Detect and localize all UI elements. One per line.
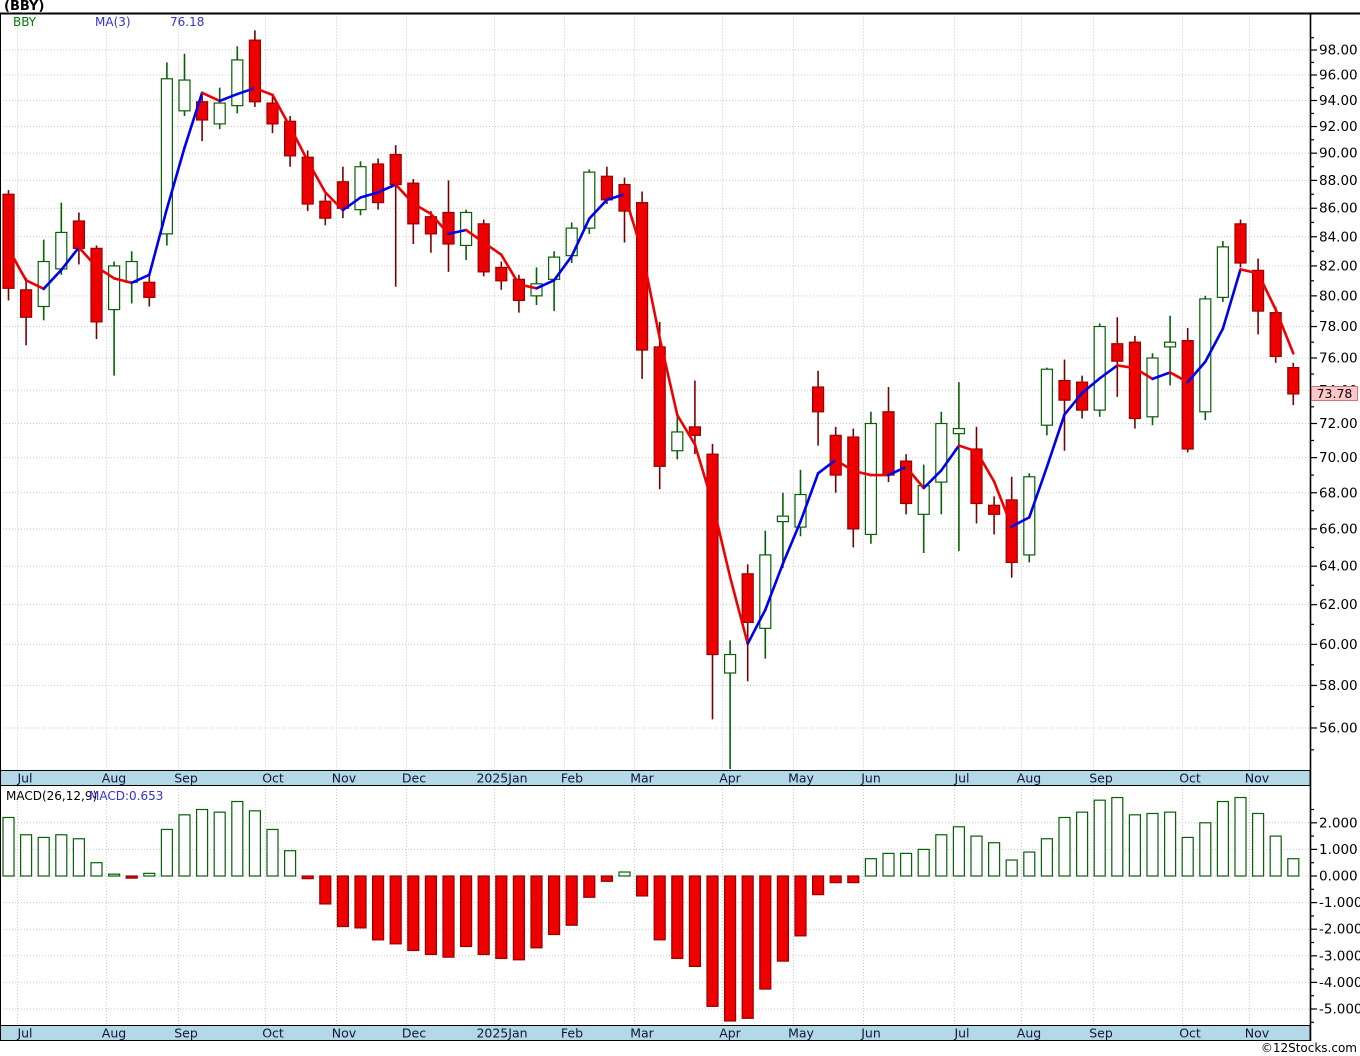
svg-text:94.00: 94.00 <box>1319 93 1358 109</box>
svg-text:62.00: 62.00 <box>1319 597 1358 613</box>
svg-text:-1.000: -1.000 <box>1319 895 1360 911</box>
svg-text:Nov: Nov <box>1245 1026 1270 1041</box>
symbol-label: BBY <box>13 15 37 29</box>
svg-text:-2.000: -2.000 <box>1319 922 1360 938</box>
svg-text:Jul: Jul <box>953 771 969 786</box>
svg-text:0.000: 0.000 <box>1319 869 1358 885</box>
svg-text:Jul: Jul <box>16 771 32 786</box>
svg-text:76.00: 76.00 <box>1319 351 1358 367</box>
svg-text:-3.000: -3.000 <box>1319 948 1360 964</box>
svg-text:64.00: 64.00 <box>1319 559 1358 575</box>
svg-text:Oct: Oct <box>262 771 284 786</box>
svg-text:Nov: Nov <box>332 1026 357 1041</box>
ma-indicator-value: 76.18 <box>170 15 205 29</box>
svg-text:68.00: 68.00 <box>1319 485 1358 501</box>
svg-text:Sep: Sep <box>1089 1026 1113 1041</box>
svg-text:92.00: 92.00 <box>1319 119 1358 135</box>
svg-text:Oct: Oct <box>262 1026 284 1041</box>
svg-text:Feb: Feb <box>561 771 583 786</box>
svg-text:Aug: Aug <box>102 771 126 786</box>
svg-text:Jul: Jul <box>16 1026 32 1041</box>
svg-text:82.00: 82.00 <box>1319 258 1358 274</box>
svg-text:84.00: 84.00 <box>1319 229 1358 245</box>
svg-text:Oct: Oct <box>1179 771 1201 786</box>
svg-text:98.00: 98.00 <box>1319 43 1358 59</box>
svg-text:Jun: Jun <box>860 1026 881 1041</box>
svg-text:2025Jan: 2025Jan <box>476 1026 527 1041</box>
svg-text:May: May <box>788 771 814 786</box>
svg-text:80.00: 80.00 <box>1319 288 1358 304</box>
svg-text:Dec: Dec <box>402 1026 426 1041</box>
svg-text:Jul: Jul <box>953 1026 969 1041</box>
svg-text:Aug: Aug <box>1017 1026 1041 1041</box>
svg-text:2.000: 2.000 <box>1319 815 1358 831</box>
svg-text:2025Jan: 2025Jan <box>476 771 527 786</box>
svg-text:90.00: 90.00 <box>1319 146 1358 162</box>
svg-text:Sep: Sep <box>174 771 198 786</box>
macd-value-label: MACD: <box>89 789 130 803</box>
svg-text:Feb: Feb <box>561 1026 583 1041</box>
svg-text:96.00: 96.00 <box>1319 67 1358 83</box>
svg-text:-4.000: -4.000 <box>1319 975 1360 991</box>
svg-text:Apr: Apr <box>719 771 741 786</box>
svg-text:86.00: 86.00 <box>1319 201 1358 217</box>
svg-text:May: May <box>788 1026 814 1041</box>
current-price-label: 73.78 <box>1311 386 1358 401</box>
svg-text:78.00: 78.00 <box>1319 319 1358 335</box>
svg-text:Jun: Jun <box>860 771 881 786</box>
svg-text:Mar: Mar <box>630 771 654 786</box>
copyright-watermark: ©12Stocks.com <box>1260 1041 1357 1055</box>
svg-text:Sep: Sep <box>1089 771 1113 786</box>
macd-value-number: 0.653 <box>129 789 164 803</box>
svg-text:-5.000: -5.000 <box>1319 1002 1360 1018</box>
svg-text:70.00: 70.00 <box>1319 450 1358 466</box>
svg-text:58.00: 58.00 <box>1319 678 1358 694</box>
svg-text:60.00: 60.00 <box>1319 637 1358 653</box>
svg-text:Mar: Mar <box>630 1026 654 1041</box>
svg-text:72.00: 72.00 <box>1319 416 1358 432</box>
svg-text:1.000: 1.000 <box>1319 842 1358 858</box>
svg-text:Apr: Apr <box>719 1026 741 1041</box>
macd-indicator-label: MACD(26,12,9) <box>6 789 98 803</box>
page-title: (BBY) <box>4 0 45 14</box>
ma-indicator-label: MA(3) <box>95 15 131 29</box>
svg-text:Dec: Dec <box>402 771 426 786</box>
svg-text:Aug: Aug <box>102 1026 126 1041</box>
svg-text:56.00: 56.00 <box>1319 720 1358 736</box>
svg-text:Oct: Oct <box>1179 1026 1201 1041</box>
macd-current-value: MACD:0.653 <box>89 789 163 803</box>
svg-text:88.00: 88.00 <box>1319 173 1358 189</box>
svg-text:Nov: Nov <box>1245 771 1270 786</box>
svg-text:Sep: Sep <box>174 1026 198 1041</box>
svg-text:Nov: Nov <box>332 771 357 786</box>
svg-text:66.00: 66.00 <box>1319 521 1358 537</box>
svg-text:Aug: Aug <box>1017 771 1041 786</box>
